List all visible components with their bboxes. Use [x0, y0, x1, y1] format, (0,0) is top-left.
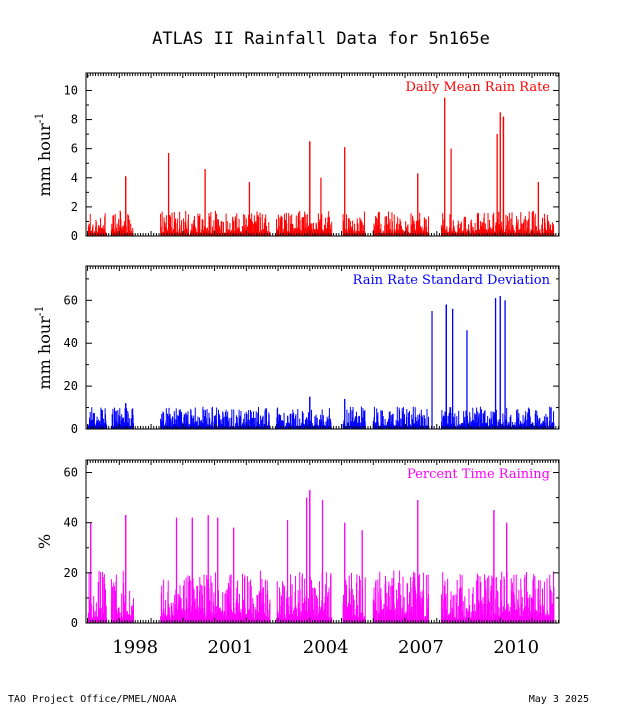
y-tick-label: 60: [64, 466, 78, 480]
y-tick-label: 4: [71, 171, 78, 185]
y-tick-labels: 0 20 40 60: [64, 466, 78, 630]
footer-date: May 3 2025: [529, 694, 589, 705]
y-tick-label: 40: [64, 516, 78, 530]
x-tick-label: 2007: [398, 637, 444, 658]
axis-ticks: [86, 266, 559, 430]
y-axis-label: mm hour-1: [33, 305, 54, 389]
y-axis-label: mm hour-1: [33, 112, 54, 196]
y-tick-label: 20: [64, 379, 78, 393]
panel-frame: [85, 265, 560, 430]
figure-title: ATLAS II Rainfall Data for 5n165e: [152, 29, 490, 49]
std-dev-bars: [87, 296, 555, 429]
y-tick-label: 0: [71, 422, 78, 436]
y-tick-label: 60: [64, 293, 78, 307]
legend-rain-rate-std-dev: Rain Rate Standard Deviation: [353, 273, 551, 288]
panel-rain-rate-std-dev: 0 20 40 60 Rain Rate Standard Deviation mm …: [33, 265, 560, 436]
x-tick-label: 2004: [303, 637, 349, 658]
y-axis-label: %: [35, 534, 54, 549]
y-tick-labels: 0 2 4 6 8 10: [64, 83, 78, 243]
x-tick-label: 1998: [112, 637, 158, 658]
y-tick-label: 0: [71, 616, 78, 630]
legend-daily-mean-rain-rate: Daily Mean Rain Rate: [406, 80, 551, 95]
panel-frame: [85, 459, 560, 624]
axis-ticks: [86, 460, 559, 624]
y-tick-label: 8: [71, 113, 78, 127]
axis-ticks: [86, 73, 559, 237]
x-tick-label: 2010: [493, 637, 539, 658]
daily-mean-bars: [87, 97, 555, 236]
panel-percent-time-raining: 0 20 40 60 Percent Time Raining % 1998 2001 2…: [35, 459, 560, 658]
x-tick-label: 2001: [208, 637, 254, 658]
y-tick-label: 20: [64, 566, 78, 580]
y-tick-labels: 0 20 40 60: [64, 293, 78, 436]
y-tick-label: 10: [64, 83, 78, 97]
x-tick-labels: 1998 2001 2004 2007 2010: [112, 637, 539, 658]
y-tick-label: 40: [64, 336, 78, 350]
legend-percent-time-raining: Percent Time Raining: [407, 467, 550, 482]
panel-daily-mean-rain-rate: 0 2 4 6 8 10 Daily Mean Rain Rate mm hour-1: [33, 72, 560, 243]
y-tick-label: 2: [71, 200, 78, 214]
y-tick-label: 6: [71, 142, 78, 156]
footer-credit: TAO Project Office/PMEL/NOAA: [8, 694, 177, 705]
percent-time-bars: [87, 490, 555, 623]
panel-frame: [85, 72, 560, 237]
y-tick-label: 0: [71, 229, 78, 243]
